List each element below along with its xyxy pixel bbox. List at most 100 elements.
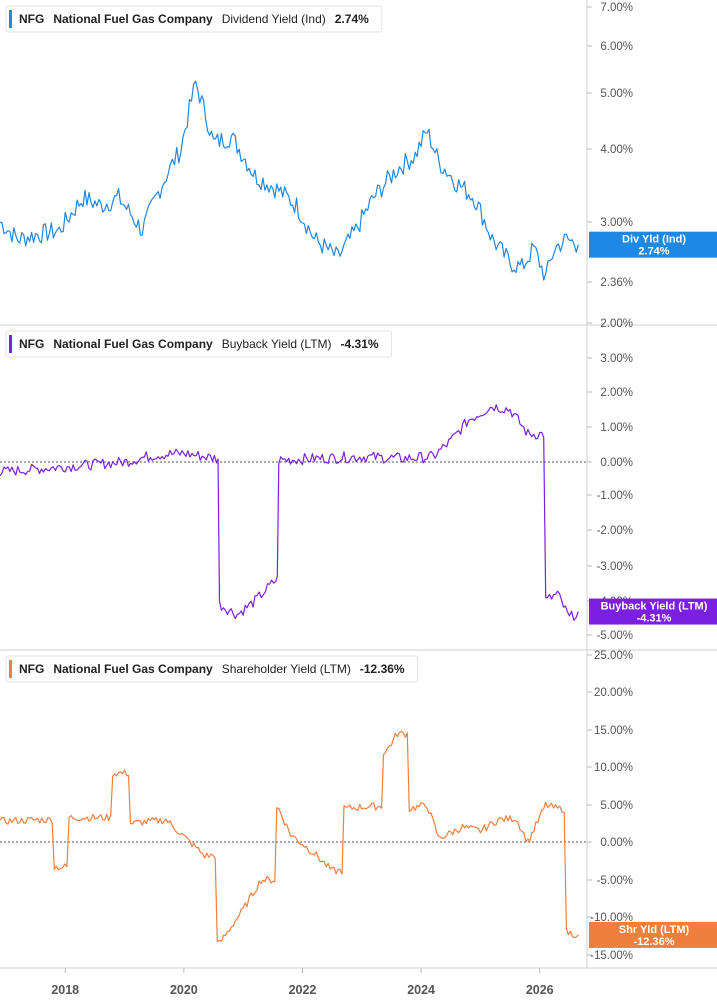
legend-ticker: NFG bbox=[19, 662, 44, 676]
legend-metric: Dividend Yield (Ind) bbox=[222, 12, 326, 26]
value-tag-box bbox=[589, 598, 717, 625]
data-point bbox=[237, 614, 238, 615]
data-point bbox=[204, 855, 205, 856]
value-tag: Shr Yld (LTM)-12.36% bbox=[589, 921, 717, 948]
y-tick-label: 2.00% bbox=[600, 387, 633, 399]
data-point bbox=[397, 168, 398, 169]
data-point bbox=[373, 197, 374, 198]
y-tick-label: -2.00% bbox=[597, 525, 633, 537]
data-point bbox=[397, 733, 398, 734]
y-tick-label: 10.00% bbox=[594, 762, 633, 774]
data-point bbox=[17, 239, 18, 240]
data-point bbox=[278, 190, 279, 191]
data-point bbox=[409, 808, 410, 809]
data-point bbox=[314, 458, 315, 459]
data-point bbox=[82, 465, 83, 466]
data-point bbox=[554, 248, 555, 249]
y-tick-label: -5.00% bbox=[597, 875, 633, 887]
data-point bbox=[367, 806, 368, 807]
y-tick-label: -1.00% bbox=[597, 490, 633, 502]
data-point bbox=[566, 239, 567, 240]
data-point bbox=[275, 579, 276, 580]
y-tick-label: 2.36% bbox=[600, 277, 633, 289]
data-point bbox=[213, 142, 214, 143]
data-point bbox=[118, 197, 119, 198]
data-point bbox=[290, 834, 291, 835]
data-point bbox=[332, 870, 333, 871]
data-point bbox=[166, 175, 167, 176]
data-point bbox=[82, 197, 83, 198]
data-point bbox=[35, 234, 36, 235]
data-point bbox=[510, 409, 511, 410]
data-point bbox=[498, 819, 499, 820]
data-point bbox=[59, 230, 60, 231]
value-tag-value: -4.31% bbox=[637, 613, 672, 625]
value-tag-box bbox=[589, 231, 717, 258]
data-point bbox=[510, 262, 511, 263]
y-tick-label: 7.00% bbox=[600, 2, 633, 14]
data-point bbox=[474, 197, 475, 198]
data-point bbox=[183, 453, 184, 454]
y-tick-label: 15.00% bbox=[594, 725, 633, 737]
chart-panel-2: 3.00% 2.00% 1.00% 0.00% -1.00% -2.00% -3.00% -4… bbox=[0, 330, 717, 642]
data-point bbox=[180, 148, 181, 149]
data-point bbox=[166, 819, 167, 820]
legend-company: National Fuel Gas Company bbox=[53, 12, 213, 26]
data-point bbox=[385, 752, 386, 753]
data-point bbox=[124, 461, 125, 462]
y-tick-label: 4.00% bbox=[600, 144, 633, 156]
legend-box bbox=[5, 5, 383, 33]
legend-ticker: NFG bbox=[19, 337, 44, 351]
value-tag-box bbox=[589, 921, 717, 948]
x-tick-label: 2022 bbox=[289, 983, 317, 997]
y-tick-label: 1.00% bbox=[600, 422, 633, 434]
legend-box bbox=[5, 330, 393, 358]
data-point bbox=[557, 808, 558, 809]
y-tick-label: 5.00% bbox=[600, 88, 633, 100]
data-point bbox=[219, 943, 220, 944]
data-point bbox=[432, 456, 433, 457]
chart-panel-1: 7.00% 6.00% 5.00% 4.00% 3.00% 2.36% 2.00% NFG Na… bbox=[0, 2, 717, 330]
series-line bbox=[0, 404, 579, 621]
data-point bbox=[71, 817, 72, 818]
y-tick-label: 3.00% bbox=[600, 353, 633, 365]
data-point bbox=[243, 909, 244, 910]
data-point bbox=[438, 161, 439, 162]
y-tick-label: -10.00% bbox=[590, 912, 633, 924]
value-tag-value: -12.36% bbox=[634, 936, 675, 948]
data-point bbox=[545, 600, 546, 601]
data-point bbox=[415, 155, 416, 156]
x-tick-label: 2024 bbox=[407, 983, 435, 997]
data-point bbox=[527, 433, 528, 434]
legend-color-bar bbox=[9, 10, 12, 28]
legend-value: -4.31% bbox=[341, 337, 379, 351]
data-point bbox=[566, 932, 567, 933]
data-point bbox=[219, 604, 220, 605]
legend-ticker: NFG bbox=[19, 12, 44, 26]
series-line bbox=[0, 730, 579, 943]
data-point bbox=[296, 205, 297, 206]
data-point bbox=[403, 458, 404, 459]
y-tick-label: -15.00% bbox=[590, 950, 633, 962]
legend: NFG National Fuel Gas Company Buyback Yiel… bbox=[5, 330, 393, 358]
value-tag-label: Buyback Yield (LTM) bbox=[601, 601, 708, 613]
legend-box bbox=[5, 655, 419, 683]
data-point bbox=[438, 838, 439, 839]
value-tag-label: Div Yld (Ind) bbox=[622, 234, 686, 246]
data-point bbox=[260, 879, 261, 880]
x-tick-label: 2026 bbox=[526, 983, 554, 997]
data-point bbox=[355, 230, 356, 231]
y-tick-label: 0.00% bbox=[600, 457, 633, 469]
data-point bbox=[521, 267, 522, 268]
data-point bbox=[527, 841, 528, 842]
y-tick-label: 0.00% bbox=[600, 837, 633, 849]
legend-company: National Fuel Gas Company bbox=[53, 662, 213, 676]
data-point bbox=[450, 440, 451, 441]
value-tag-value: 2.74% bbox=[638, 246, 669, 258]
value-tag-label: Shr Yld (LTM) bbox=[619, 924, 690, 936]
data-point bbox=[56, 867, 57, 868]
data-point bbox=[142, 230, 143, 231]
data-point bbox=[216, 458, 217, 459]
